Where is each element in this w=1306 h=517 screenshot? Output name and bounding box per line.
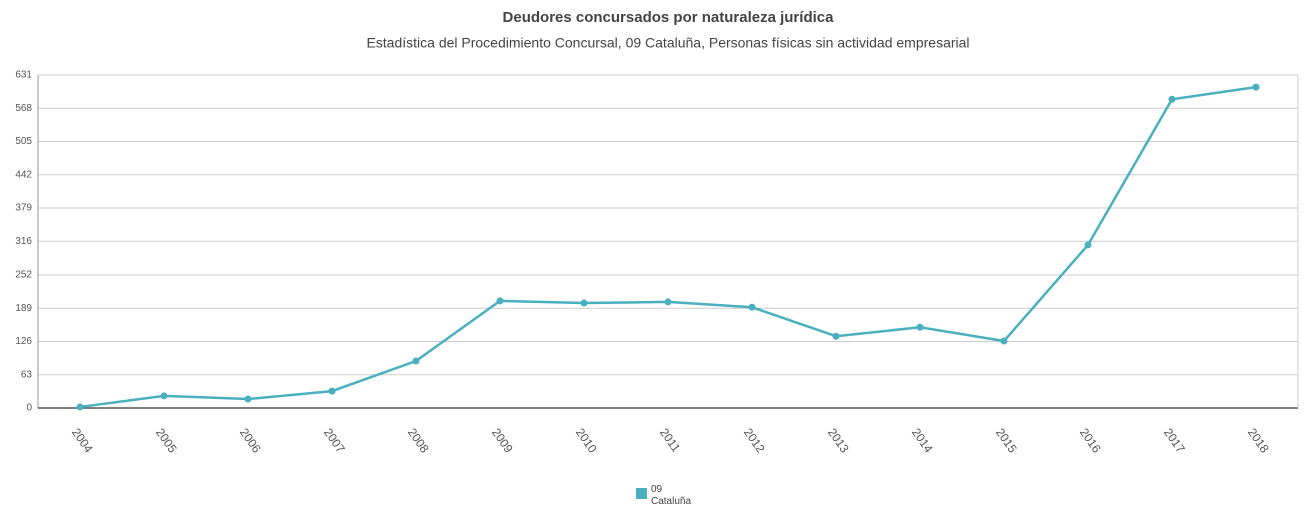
y-tick-label: 568 <box>15 103 32 114</box>
x-tick-label: 2004 <box>69 426 96 456</box>
point <box>664 298 672 306</box>
chart-title: Deudores concursados por naturaleza jurí… <box>503 9 835 26</box>
point <box>832 332 840 340</box>
point <box>496 297 504 305</box>
x-tick-label: 2008 <box>405 426 432 456</box>
x-tick-label: 2018 <box>1245 426 1272 456</box>
x-tick-label: 2010 <box>573 426 600 456</box>
point <box>244 395 252 403</box>
x-tick-label: 2006 <box>237 426 264 456</box>
y-tick-label: 505 <box>15 136 32 147</box>
y-tick-label: 252 <box>15 270 32 281</box>
y-tick-label: 126 <box>15 336 32 347</box>
x-tick-label: 2012 <box>741 426 768 456</box>
y-tick-label: 316 <box>15 236 32 247</box>
x-tick-label: 2007 <box>321 426 348 456</box>
point <box>916 323 924 331</box>
point <box>748 303 756 311</box>
point <box>412 357 420 365</box>
point <box>328 387 336 395</box>
point <box>1252 83 1260 91</box>
point <box>1168 95 1176 103</box>
line <box>79 85 1257 409</box>
x-tick-label: 2013 <box>825 426 852 456</box>
x-tick-label: 2011 <box>657 426 683 455</box>
x-tick-label: 2016 <box>1077 426 1104 456</box>
x-tick-label: 2014 <box>909 426 936 456</box>
x-tick-label: 2005 <box>153 426 180 456</box>
point <box>580 299 588 307</box>
y-tick-label: 63 <box>21 369 33 380</box>
legend: 09 Cataluña <box>636 484 701 508</box>
y-tick-label: 189 <box>15 303 32 314</box>
point <box>160 392 168 400</box>
x-tick-label: 2017 <box>1161 426 1188 456</box>
legend-swatch <box>636 488 647 499</box>
y-tick-label: 379 <box>15 203 32 214</box>
y-tick-label: 0 <box>26 403 32 414</box>
x-tick-label: 2015 <box>993 426 1020 456</box>
point <box>1084 241 1092 249</box>
point <box>1000 337 1008 345</box>
point <box>76 403 84 411</box>
chart-subtitle: Estadística del Procedimiento Concursal,… <box>366 35 969 51</box>
y-tick-label: 442 <box>15 169 32 180</box>
y-tick-label: 631 <box>15 70 32 81</box>
legend-label: 09 Cataluña <box>651 484 692 507</box>
x-tick-label: 2009 <box>489 426 516 456</box>
